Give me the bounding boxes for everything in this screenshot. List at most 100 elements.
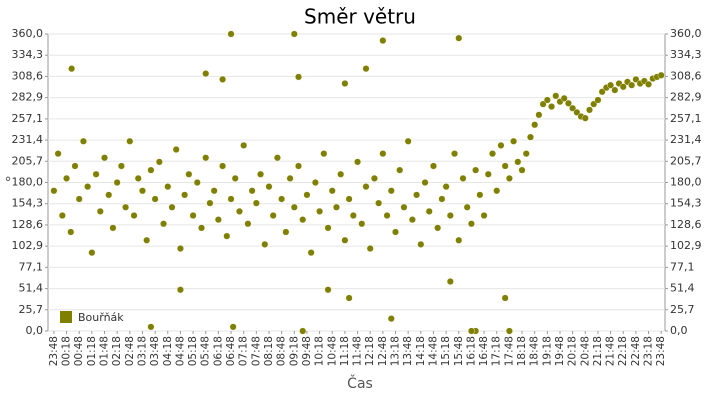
x-tick-label: 02:48 xyxy=(124,336,136,366)
point xyxy=(370,174,378,182)
point xyxy=(214,216,222,224)
y-tick-label: 360,0 xyxy=(12,27,44,40)
x-tick-label: 03:18 xyxy=(136,336,148,366)
y2-tick-label: 25,7 xyxy=(670,303,695,316)
point xyxy=(58,211,66,219)
x-tick-label: 07:48 xyxy=(250,336,262,366)
point xyxy=(151,195,159,203)
legend-swatch xyxy=(60,311,72,323)
point xyxy=(257,170,265,178)
x-tick-label: 17:18 xyxy=(491,336,503,366)
point xyxy=(446,211,454,219)
point xyxy=(467,220,475,228)
point xyxy=(229,323,237,331)
point xyxy=(425,207,433,215)
y2-tick-label: 154,3 xyxy=(670,197,702,210)
x-tick-label: 05:18 xyxy=(187,336,199,366)
point xyxy=(92,170,100,178)
x-tick-label: 14:18 xyxy=(415,336,427,366)
y-tick-label: 154,3 xyxy=(12,197,44,210)
point xyxy=(143,236,151,244)
point xyxy=(434,224,442,232)
point xyxy=(54,150,62,158)
point xyxy=(366,244,374,252)
point xyxy=(202,70,210,78)
point xyxy=(328,187,336,195)
point xyxy=(134,174,142,182)
point xyxy=(79,137,87,145)
point xyxy=(101,154,109,162)
x-tick-label: 23:48 xyxy=(655,336,667,366)
x-tick-label: 19:48 xyxy=(554,336,566,366)
point xyxy=(417,240,425,248)
point xyxy=(489,150,497,158)
point xyxy=(598,88,606,96)
point xyxy=(219,162,227,170)
point xyxy=(252,199,260,207)
point xyxy=(379,150,387,158)
point xyxy=(531,121,539,129)
point xyxy=(189,211,197,219)
point xyxy=(311,178,319,186)
x-tick-label: 04:48 xyxy=(174,336,186,366)
point xyxy=(265,183,273,191)
x-tick-label: 06:48 xyxy=(225,336,237,366)
point xyxy=(480,211,488,219)
point xyxy=(147,166,155,174)
point xyxy=(185,170,193,178)
point xyxy=(290,203,298,211)
x-tick-label: 15:18 xyxy=(440,336,452,366)
point xyxy=(400,203,408,211)
x-tick-label: 08:48 xyxy=(276,336,288,366)
y-axis-title: ° xyxy=(5,175,12,191)
point xyxy=(160,220,168,228)
x-tick-label: 04:18 xyxy=(162,336,174,366)
point xyxy=(467,327,475,335)
point xyxy=(240,141,248,149)
point xyxy=(522,150,530,158)
point xyxy=(181,191,189,199)
x-tick-label: 01:18 xyxy=(86,336,98,366)
point xyxy=(560,94,568,102)
point xyxy=(358,220,366,228)
point xyxy=(607,81,615,89)
x-tick-label: 03:48 xyxy=(149,336,161,366)
point xyxy=(337,170,345,178)
point xyxy=(552,92,560,100)
point xyxy=(548,103,556,111)
x-tick-label: 20:18 xyxy=(567,336,579,366)
point xyxy=(586,106,594,114)
point xyxy=(324,286,332,294)
x-tick-label: 21:18 xyxy=(592,336,604,366)
x-axis-title: Čas xyxy=(347,374,373,392)
x-tick-label: 20:48 xyxy=(579,336,591,366)
point xyxy=(392,228,400,236)
point xyxy=(320,150,328,158)
y-tick-label: 205,7 xyxy=(12,154,44,167)
point xyxy=(413,191,421,199)
y2-tick-label: 360,0 xyxy=(670,27,702,40)
point xyxy=(341,236,349,244)
x-tick-label: 10:18 xyxy=(314,336,326,366)
point xyxy=(505,327,513,335)
point xyxy=(354,158,362,166)
point xyxy=(138,187,146,195)
point xyxy=(564,99,572,107)
point xyxy=(493,187,501,195)
point xyxy=(202,154,210,162)
point xyxy=(248,187,256,195)
point xyxy=(332,203,340,211)
point xyxy=(176,244,184,252)
x-tick-label: 14:48 xyxy=(427,336,439,366)
y2-tick-label: 77,1 xyxy=(670,260,695,273)
legend-label: Bouřňák xyxy=(78,311,124,324)
point xyxy=(113,178,121,186)
y-tick-label: 77,1 xyxy=(19,260,44,273)
point xyxy=(172,145,180,153)
point xyxy=(282,228,290,236)
point xyxy=(122,203,130,211)
point xyxy=(362,65,370,73)
y-tick-label: 231,4 xyxy=(12,133,44,146)
point xyxy=(269,211,277,219)
